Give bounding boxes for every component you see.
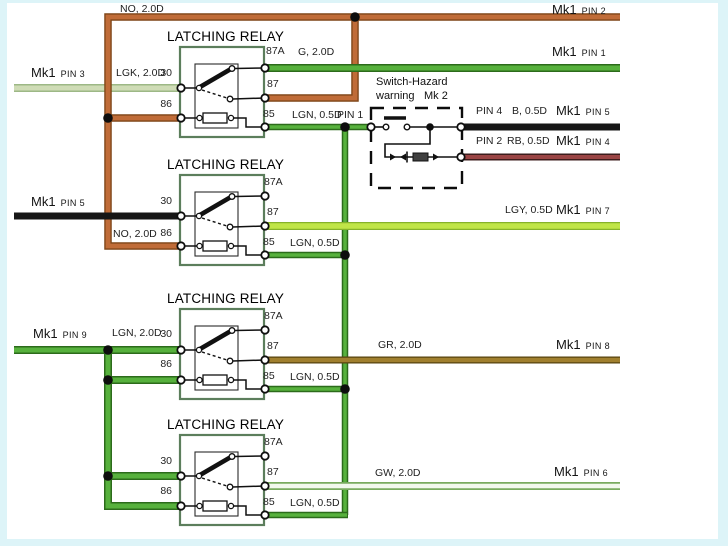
switch-hazard-box — [366, 106, 466, 190]
connector-mk1-pin2: Mk1 PIN 2 — [552, 2, 607, 17]
connector-mk1-pin4: Mk1 PIN 4 — [556, 133, 611, 148]
wire-label-lgn05-2: LGN, 0.5D — [290, 237, 340, 249]
connector-mk1-pin5-left: Mk1 PIN 5 — [31, 194, 86, 209]
relay2-pin87a-label: 87A — [264, 176, 283, 188]
hazard-resistor — [412, 152, 429, 162]
connector-mk1-pin3: Mk1 PIN 3 — [31, 65, 86, 80]
wire-label-no-2: NO, 2.0D — [113, 228, 157, 240]
wire-label-gw: GW, 2.0D — [375, 467, 421, 479]
relay4-pin85-label: 85 — [263, 496, 275, 508]
relay4-pin87-label: 87 — [267, 466, 279, 478]
hazard-title-mk2: Mk 2 — [424, 90, 448, 102]
relay4-pin86-label: 86 — [160, 485, 172, 497]
wire-label-gr: GR, 2.0D — [378, 339, 422, 351]
wire-lgn-trunk-left — [104, 350, 180, 510]
relay1-pin87a-label: 87A — [266, 45, 285, 57]
relay2-pin30-label: 30 — [160, 195, 172, 207]
hazard-lamp-branch — [384, 127, 458, 158]
relay2-pin87-label: 87 — [267, 206, 279, 218]
wire-label-lgn05-4: LGN, 0.5D — [290, 497, 340, 509]
wire-label-no-top: NO, 2.0D — [120, 3, 164, 15]
wire-label-lgn2: LGN, 2.0D — [112, 327, 162, 339]
connector-mk1-pin1: Mk1 PIN 1 — [552, 44, 607, 59]
relay3-pin87-label: 87 — [267, 340, 279, 352]
wire-label-b: B, 0.5D — [512, 105, 548, 117]
relay1-pin86-label: 86 — [160, 98, 172, 110]
relay3-pin87a-label: 87A — [264, 310, 283, 322]
hazard-title-line1: Switch-Hazard — [376, 76, 448, 88]
connector-mk1-pin6: Mk1 PIN 6 — [554, 464, 609, 479]
relay2-pin85-label: 85 — [263, 236, 275, 248]
connector-mk1-pin7: Mk1 PIN 7 — [556, 202, 611, 217]
relay4-title: LATCHING RELAY — [167, 417, 285, 432]
hazard-contact-2 — [403, 123, 411, 131]
wire-label-g: G, 2.0D — [298, 46, 335, 58]
hazard-arrow-1 — [390, 153, 396, 161]
hazard-pin2-label: PIN 2 — [476, 135, 503, 147]
hazard-pin4-label: PIN 4 — [476, 105, 503, 117]
relay3-pin85-label: 85 — [263, 370, 275, 382]
latching-relay-3 — [177, 309, 268, 399]
wire-label-lgy: LGY, 0.5D — [505, 204, 553, 216]
hazard-dashed-border — [369, 106, 464, 190]
relay1-title: LATCHING RELAY — [167, 29, 285, 44]
connector-mk1-pin5-right: Mk1 PIN 5 — [556, 103, 611, 118]
relay1-pin30-label: 30 — [160, 67, 172, 79]
latching-relay-4 — [177, 435, 268, 525]
wire-no-trunk — [104, 13, 620, 250]
wire-label-lgn05-3: LGN, 0.5D — [290, 371, 340, 383]
relay4-pin87a-label: 87A — [264, 436, 283, 448]
hazard-arrow-2 — [433, 153, 439, 161]
connector-mk1-pin8: Mk1 PIN 8 — [556, 337, 611, 352]
relay4-pin30-label: 30 — [160, 455, 172, 467]
junction-dots — [103, 12, 360, 481]
latching-relay-2 — [177, 175, 268, 265]
connector-mk1-pin9: Mk1 PIN 9 — [33, 326, 88, 341]
relay2-pin86-label: 86 — [160, 227, 172, 239]
hazard-title-line2: warning — [376, 90, 415, 102]
hazard-junction-dot — [426, 123, 434, 131]
wire-label-lgk: LGK, 2.0D — [116, 67, 166, 79]
hazard-terminal-pin2 — [456, 152, 466, 162]
relay2-title: LATCHING RELAY — [167, 157, 285, 172]
junction-label-pin1: PIN 1 — [337, 109, 364, 121]
hazard-contact-1 — [382, 123, 390, 131]
latching-relay-1 — [177, 47, 268, 137]
hazard-terminal-in — [366, 122, 376, 132]
wire-label-lgn05-1: LGN, 0.5D — [292, 109, 342, 121]
relay1-pin87-label: 87 — [267, 78, 279, 90]
relay3-pin86-label: 86 — [160, 358, 172, 370]
relay3-title: LATCHING RELAY — [167, 291, 285, 306]
wire-label-rb: RB, 0.5D — [507, 135, 550, 147]
relay1-pin85-label: 85 — [263, 108, 275, 120]
hazard-terminal-pin4 — [456, 122, 466, 132]
relay3-pin30-label: 30 — [160, 328, 172, 340]
hazard-lamp-glyph — [400, 153, 406, 161]
wire-relay1-87-to-no — [264, 15, 359, 102]
